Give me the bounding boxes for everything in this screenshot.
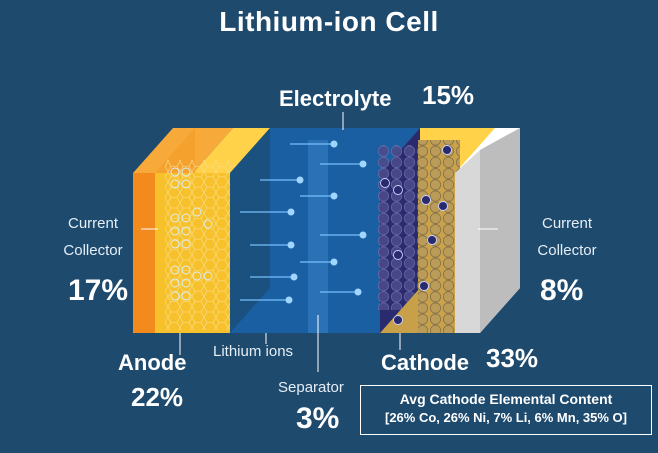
current-collector-right-line2: Collector <box>537 242 597 259</box>
lithium-ion-dots <box>285 140 367 304</box>
current-collector-left-line2: Collector <box>63 242 123 259</box>
cathode-pattern <box>418 140 460 333</box>
separator-label: Separator <box>278 379 344 396</box>
cathode-content-title: Avg Cathode Elemental Content <box>399 391 613 407</box>
lithium-ions-label: Lithium ions <box>213 343 294 360</box>
lithium-ion-streaks <box>240 143 362 301</box>
current-collector-right-line1: Current <box>541 215 593 232</box>
current-collector-right-label: Current Collector <box>522 210 612 264</box>
cathode-collector-side <box>480 128 520 333</box>
page-title: Lithium-ion Cell <box>219 6 439 37</box>
leader-lines <box>141 112 498 372</box>
electrolyte-percent: 15% <box>422 80 475 110</box>
anode-label: Anode <box>118 350 187 375</box>
cathode-percent: 33% <box>486 343 539 373</box>
current-collector-left-percent: 17% <box>68 274 129 307</box>
anode-ions <box>170 167 213 301</box>
separator-percent: 3% <box>296 402 340 435</box>
cathode-content-body: [26% Co, 26% Ni, 7% Li, 6% Mn, 35% O] <box>384 410 627 425</box>
cathode-dark-pattern <box>378 145 418 310</box>
cathode-label: Cathode <box>381 350 469 375</box>
cathode-content-box: Avg Cathode Elemental Content [26% Co, 2… <box>360 385 652 435</box>
current-collector-left-label: Current Collector <box>48 210 138 264</box>
anode-graphite-layer <box>165 160 235 330</box>
current-collector-left-line1: Current <box>67 215 119 232</box>
electrolyte-label: Electrolyte <box>279 86 392 111</box>
separator-layer <box>308 140 328 333</box>
anode-collector-front <box>133 173 155 333</box>
cathode-ions <box>380 145 452 325</box>
anode-percent: 22% <box>131 382 184 412</box>
current-collector-right-percent: 8% <box>540 274 584 307</box>
